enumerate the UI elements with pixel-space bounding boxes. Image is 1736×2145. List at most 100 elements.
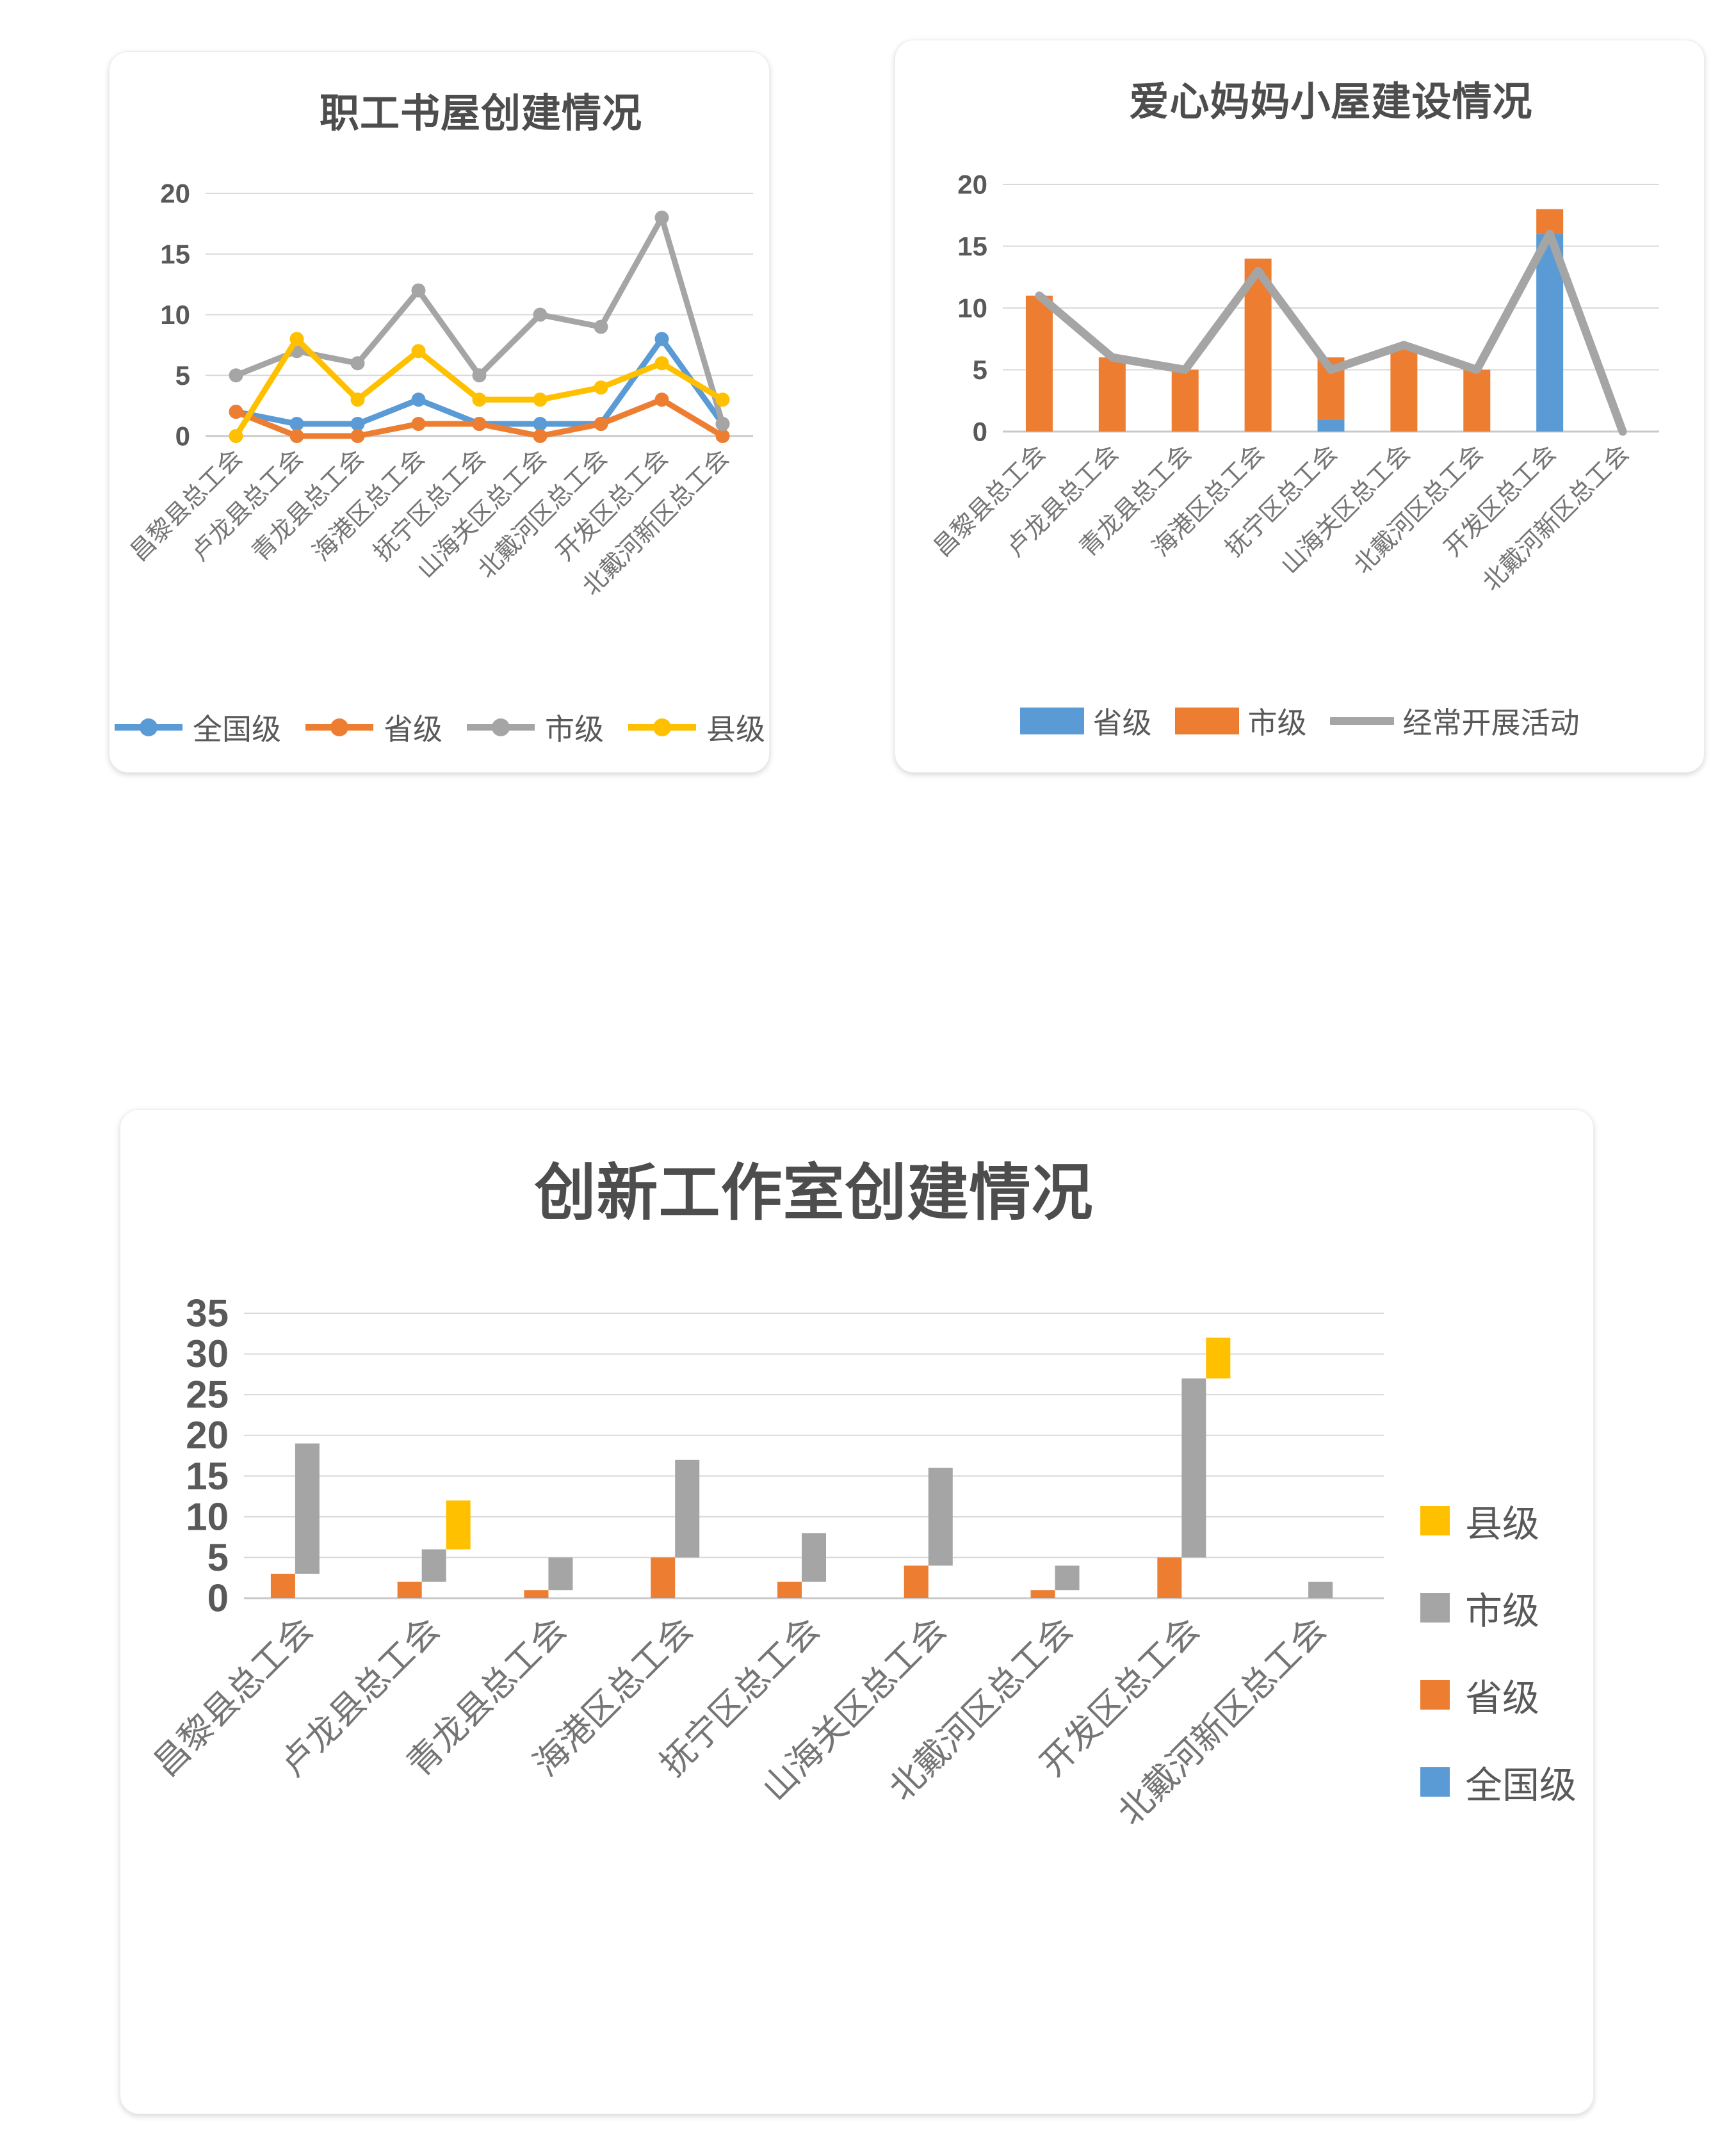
- square-legend-swatch: [1420, 1767, 1450, 1797]
- line-series-经常开展活动: [1035, 229, 1627, 436]
- legend-label: 市级: [545, 713, 604, 746]
- y-axis-tick-label: 5: [175, 360, 190, 391]
- legend-label: 全国级: [193, 713, 281, 746]
- legend-item-省级: 省级: [1019, 700, 1152, 742]
- data-point-marker: [594, 320, 608, 334]
- legend-label: 市级: [1465, 1591, 1540, 1632]
- line-legend-swatch: [1329, 717, 1394, 725]
- data-point-marker: [229, 429, 243, 443]
- y-axis-tick-label: 25: [186, 1373, 229, 1416]
- y-axis-tick-label: 15: [160, 239, 190, 269]
- data-point-marker: [715, 417, 730, 432]
- y-axis-tick-label: 10: [160, 300, 190, 330]
- y-axis-tick-label: 0: [973, 417, 987, 447]
- legend-label: 省级: [1092, 706, 1152, 740]
- data-point-marker: [350, 393, 365, 407]
- data-point-marker: [229, 405, 243, 419]
- legend-item-市级: 市级: [466, 706, 604, 749]
- y-axis-tick-label: 20: [160, 179, 190, 209]
- legend-label: 县级: [1465, 1503, 1540, 1545]
- mom-hut-bar-line-chart: 05101520昌黎县总工会卢龙县总工会青龙县总工会海港区总工会抚宁区总工会山海…: [929, 170, 1659, 596]
- innovation-studio-stacked-bar-chart: 05101520253035昌黎县总工会卢龙县总工会青龙县总工会海港区总工会抚宁…: [147, 1292, 1384, 1833]
- line-dot-legend-swatch: [305, 718, 373, 736]
- bar-segment-市级: [295, 1443, 320, 1574]
- y-axis-tick-label: 30: [186, 1332, 229, 1375]
- legend-label: 全国级: [1465, 1765, 1577, 1806]
- data-point-marker: [289, 429, 304, 443]
- square-legend-swatch: [1420, 1593, 1450, 1623]
- innovation-studio-chart-title: 创新工作室创建情况: [534, 1159, 1094, 1227]
- bar-segment-市级: [675, 1459, 700, 1558]
- bar-segment-市级: [928, 1468, 953, 1566]
- mom-hut-chart-title: 爱心妈妈小屋建设情况: [1129, 80, 1533, 124]
- y-axis-tick-label: 15: [186, 1455, 229, 1498]
- data-point-marker: [289, 332, 304, 346]
- square-legend-swatch: [1420, 1680, 1450, 1710]
- bar-segment-市级: [1390, 344, 1418, 432]
- data-point-marker: [411, 417, 426, 432]
- data-point-marker: [350, 356, 365, 371]
- bar-segment-省级: [1157, 1557, 1182, 1598]
- y-axis-tick-label: 35: [186, 1292, 229, 1335]
- bar-segment-省级: [270, 1573, 295, 1598]
- legend-item-省级: 省级: [304, 706, 442, 749]
- rect-legend-swatch: [1174, 708, 1239, 734]
- legend-label: 省级: [384, 713, 442, 746]
- legend-item-省级: 省级: [1420, 1668, 1577, 1722]
- data-point-marker: [715, 429, 730, 443]
- bar-segment-省级: [651, 1557, 676, 1598]
- bar-segment-市级: [1025, 295, 1053, 432]
- bar-segment-省级: [1317, 419, 1345, 432]
- legend-label: 县级: [706, 713, 765, 746]
- mom-hut-chart-legend: 省级 市级 经常开展活动: [895, 700, 1704, 742]
- bar-segment-市级: [1181, 1378, 1206, 1558]
- legend-label: 市级: [1247, 706, 1307, 740]
- square-legend-swatch: [1420, 1506, 1450, 1535]
- data-point-marker: [229, 368, 243, 383]
- data-point-marker: [350, 429, 365, 443]
- y-axis-tick-label: 10: [957, 293, 987, 323]
- data-point-marker: [654, 210, 669, 225]
- bar-segment-市级: [548, 1557, 573, 1591]
- y-axis-tick-label: 15: [957, 231, 987, 261]
- data-point-marker: [411, 393, 426, 407]
- legend-item-县级: 县级: [1420, 1494, 1577, 1548]
- legend-item-经常开展活动: 经常开展活动: [1329, 700, 1580, 742]
- line-dot-legend-swatch: [628, 718, 696, 736]
- bar-segment-市级: [1098, 357, 1126, 432]
- legend-item-全国级: 全国级: [113, 706, 281, 749]
- y-axis-tick-label: 0: [207, 1577, 229, 1620]
- book-house-chart-card: 职工书屋创建情况 0 5 10 15 20 昌黎县总工会 卢龙县总工会 青龙县总工会 海港区总工…: [109, 51, 770, 773]
- data-point-marker: [472, 417, 487, 432]
- data-point-marker: [594, 380, 608, 395]
- legend-label: 经常开展活动: [1402, 706, 1580, 740]
- data-point-marker: [533, 307, 548, 322]
- data-point-marker: [411, 344, 426, 359]
- bar-segment-市级: [421, 1549, 446, 1582]
- legend-item-市级: 市级: [1420, 1581, 1577, 1635]
- y-axis-tick-label: 5: [207, 1536, 229, 1579]
- data-point-marker: [715, 393, 730, 407]
- data-point-marker: [533, 393, 548, 407]
- legend-item-县级: 县级: [627, 706, 765, 749]
- data-point-marker: [411, 283, 426, 298]
- bar-segment-省级: [904, 1566, 929, 1598]
- legend-item-全国级: 全国级: [1420, 1755, 1577, 1809]
- bar-segment-县级: [1206, 1338, 1231, 1379]
- bar-segment-市级: [1463, 369, 1491, 432]
- y-axis-tick-label: 20: [957, 170, 987, 200]
- innovation-studio-chart-legend: 县级市级省级全国级: [1420, 1494, 1577, 1809]
- data-point-marker: [533, 429, 548, 443]
- book-house-line-chart: 05101520昌黎县总工会卢龙县总工会青龙县总工会海港区总工会抚宁区总工会山海…: [126, 179, 753, 601]
- x-axis-category-label: 北戴河区总工会: [1349, 440, 1489, 579]
- book-house-chart-title: 职工书屋创建情况: [319, 92, 642, 136]
- y-axis-tick-label: 5: [973, 355, 987, 385]
- data-point-marker: [654, 356, 669, 371]
- data-point-marker: [594, 417, 608, 432]
- bar-segment-省级: [1030, 1590, 1055, 1598]
- data-point-marker: [654, 393, 669, 407]
- rect-legend-swatch: [1019, 708, 1084, 734]
- bar-segment-省级: [397, 1582, 422, 1598]
- x-axis-category-label: 山海关区总工会: [1276, 440, 1416, 579]
- bar-segment-省级: [777, 1582, 802, 1598]
